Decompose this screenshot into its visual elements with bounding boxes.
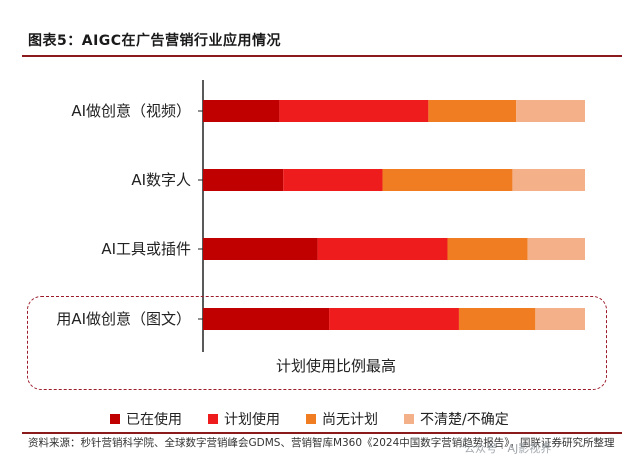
legend-item: 已在使用 (110, 409, 182, 429)
legend-label: 计划使用 (224, 412, 280, 428)
bar-segment (447, 238, 528, 260)
source-note: 资料来源：秒针营销科学院、全球数字营销峰会GDMS、营销智库M360《2024中… (28, 437, 615, 449)
legend-swatch (110, 414, 120, 424)
bar-segment (317, 238, 448, 260)
legend-label: 不清楚/不确定 (420, 412, 509, 428)
legend-swatch (404, 414, 414, 424)
legend-swatch (208, 414, 218, 424)
bar-segment (516, 100, 585, 122)
bar-segment (203, 169, 284, 191)
watermark: 公众号 · AJ影视界 (464, 442, 552, 455)
bar-segment (382, 169, 513, 191)
bar-segment (458, 308, 536, 330)
title-divider (22, 55, 622, 57)
highlight-box (27, 296, 607, 390)
category-label: AI工具或插件 (101, 240, 191, 258)
highlight-annotation: 计划使用比例最高 (276, 357, 397, 375)
bottom-divider (22, 432, 622, 434)
chart-legend: 已在使用 计划使用 尚无计划 不清楚/不确定 (110, 409, 509, 429)
legend-label: 已在使用 (126, 412, 182, 428)
legend-item: 尚无计划 (306, 409, 378, 429)
bar-segment (203, 238, 318, 260)
category-label: AI做创意（视频） (71, 102, 191, 120)
title-bar: 图表5：AIGC在广告营销行业应用情况 (0, 0, 640, 58)
legend-swatch (306, 414, 316, 424)
bar-segment (279, 100, 429, 122)
bar-segment (527, 238, 585, 260)
bar-segment (283, 169, 383, 191)
category-label: 用AI做创意（图文） (56, 310, 191, 328)
bar-segment (512, 169, 585, 191)
chart-title: 图表5：AIGC在广告营销行业应用情况 (28, 33, 282, 49)
bar-segment (329, 308, 459, 330)
legend-label: 尚无计划 (322, 412, 378, 428)
bar-segment (535, 308, 585, 330)
bar-segment (203, 308, 330, 330)
legend-item: 不清楚/不确定 (404, 409, 509, 429)
bar-segment (428, 100, 517, 122)
bar-segment (203, 100, 280, 122)
legend-item: 计划使用 (208, 409, 280, 429)
category-label: AI数字人 (131, 171, 191, 189)
